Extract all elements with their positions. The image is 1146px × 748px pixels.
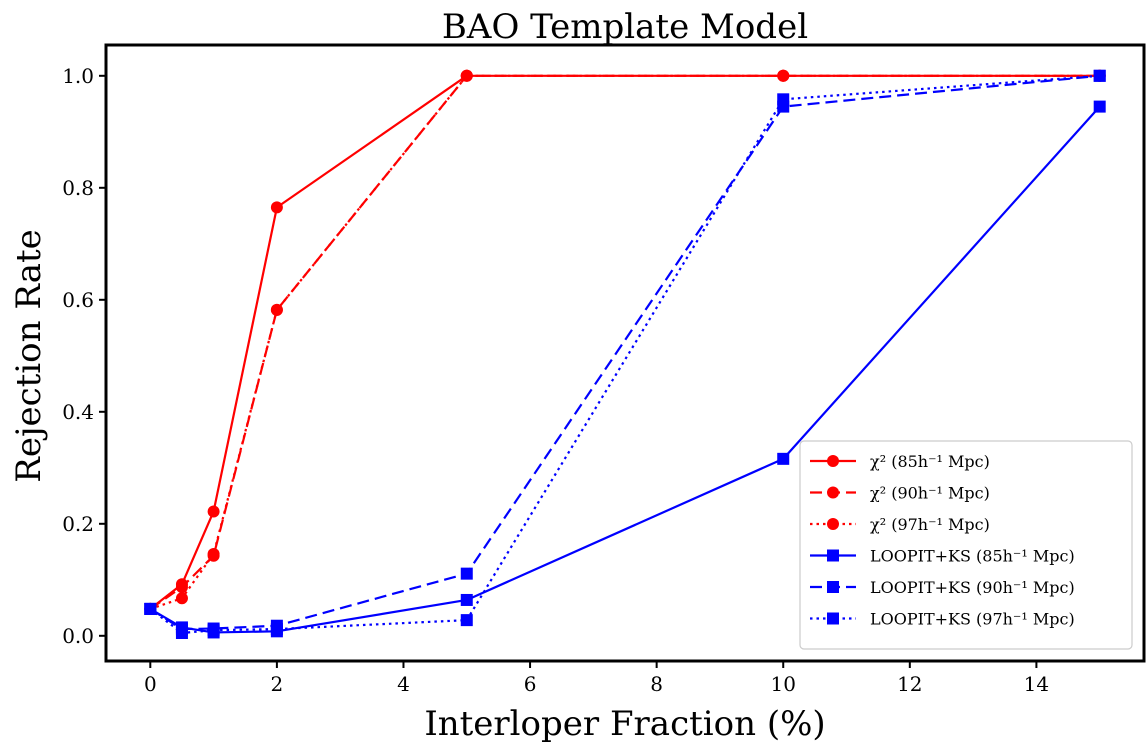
chart-title: BAO Template Model bbox=[442, 7, 808, 47]
data-point bbox=[175, 592, 188, 605]
data-point bbox=[460, 614, 473, 627]
y-tick-label: 0.6 bbox=[62, 288, 94, 312]
legend-marker bbox=[827, 549, 839, 562]
data-point bbox=[207, 624, 220, 637]
legend-label: LOOPIT+KS (90h⁻¹ Mpc) bbox=[870, 578, 1075, 597]
data-point bbox=[777, 452, 790, 465]
x-axis-label: Interloper Fraction (%) bbox=[424, 704, 825, 744]
data-point bbox=[175, 581, 188, 594]
legend-label: χ² (85h⁻¹ Mpc) bbox=[870, 452, 990, 471]
data-point bbox=[777, 93, 790, 106]
data-point bbox=[270, 303, 283, 316]
x-tick-label: 2 bbox=[271, 672, 284, 696]
legend-label: LOOPIT+KS (85h⁻¹ Mpc) bbox=[870, 547, 1075, 566]
data-point bbox=[207, 548, 220, 561]
plot-frame bbox=[104, 43, 1146, 663]
x-tick-label: 14 bbox=[1024, 672, 1049, 696]
data-point bbox=[1093, 69, 1106, 82]
legend-item: χ² (90h⁻¹ Mpc) bbox=[810, 484, 990, 503]
data-point bbox=[175, 627, 188, 639]
data-point bbox=[270, 623, 283, 636]
x-tick-label: 6 bbox=[524, 672, 537, 696]
legend-item: χ² (85h⁻¹ Mpc) bbox=[810, 452, 990, 471]
data-point bbox=[1093, 100, 1106, 113]
data-point bbox=[207, 505, 220, 518]
legend-marker bbox=[827, 518, 839, 530]
data-point bbox=[460, 593, 473, 606]
legend-box bbox=[799, 440, 1133, 650]
x-tick-label: 0 bbox=[144, 672, 157, 696]
legend-marker bbox=[827, 581, 839, 593]
x-tick-label: 12 bbox=[897, 672, 922, 696]
legend-label: χ² (97h⁻¹ Mpc) bbox=[870, 515, 990, 534]
plot-area bbox=[144, 69, 1106, 639]
legend-marker bbox=[827, 486, 839, 499]
data-point bbox=[144, 602, 157, 615]
y-tick-label: 0.4 bbox=[62, 400, 94, 424]
y-tick-label: 0.0 bbox=[62, 624, 94, 648]
legend: χ² (85h⁻¹ Mpc) χ² (90h⁻¹ Mpc) χ² (97h⁻¹ Mp… bbox=[799, 440, 1133, 650]
legend-label: χ² (90h⁻¹ Mpc) bbox=[870, 484, 990, 503]
legend-item: LOOPIT+KS (85h⁻¹ Mpc) bbox=[810, 547, 1075, 566]
data-point bbox=[460, 69, 473, 82]
x-tick-label: 4 bbox=[397, 672, 410, 696]
y-tick-label: 0.8 bbox=[62, 176, 94, 200]
data-point bbox=[460, 567, 473, 580]
legend-label: LOOPIT+KS (97h⁻¹ Mpc) bbox=[870, 610, 1075, 629]
series-6 bbox=[144, 69, 1106, 639]
x-tick-label: 8 bbox=[650, 672, 663, 696]
axis-ticks: 0 2 4 6 8 10 12 14 0.0 0.2 0.4 0.6 0.8 1.0 bbox=[62, 64, 1049, 696]
x-tick-label: 10 bbox=[771, 672, 796, 696]
y-axis-label: Rejection Rate bbox=[9, 229, 49, 483]
data-point bbox=[777, 69, 790, 82]
legend-marker bbox=[827, 612, 839, 625]
legend-item: LOOPIT+KS (90h⁻¹ Mpc) bbox=[810, 578, 1075, 597]
y-tick-label: 0.2 bbox=[62, 512, 94, 536]
legend-item: LOOPIT+KS (97h⁻¹ Mpc) bbox=[810, 610, 1075, 629]
legend-item: χ² (97h⁻¹ Mpc) bbox=[810, 515, 990, 534]
legend-marker bbox=[827, 455, 839, 467]
y-tick-label: 1.0 bbox=[62, 64, 94, 88]
data-point bbox=[270, 201, 283, 214]
